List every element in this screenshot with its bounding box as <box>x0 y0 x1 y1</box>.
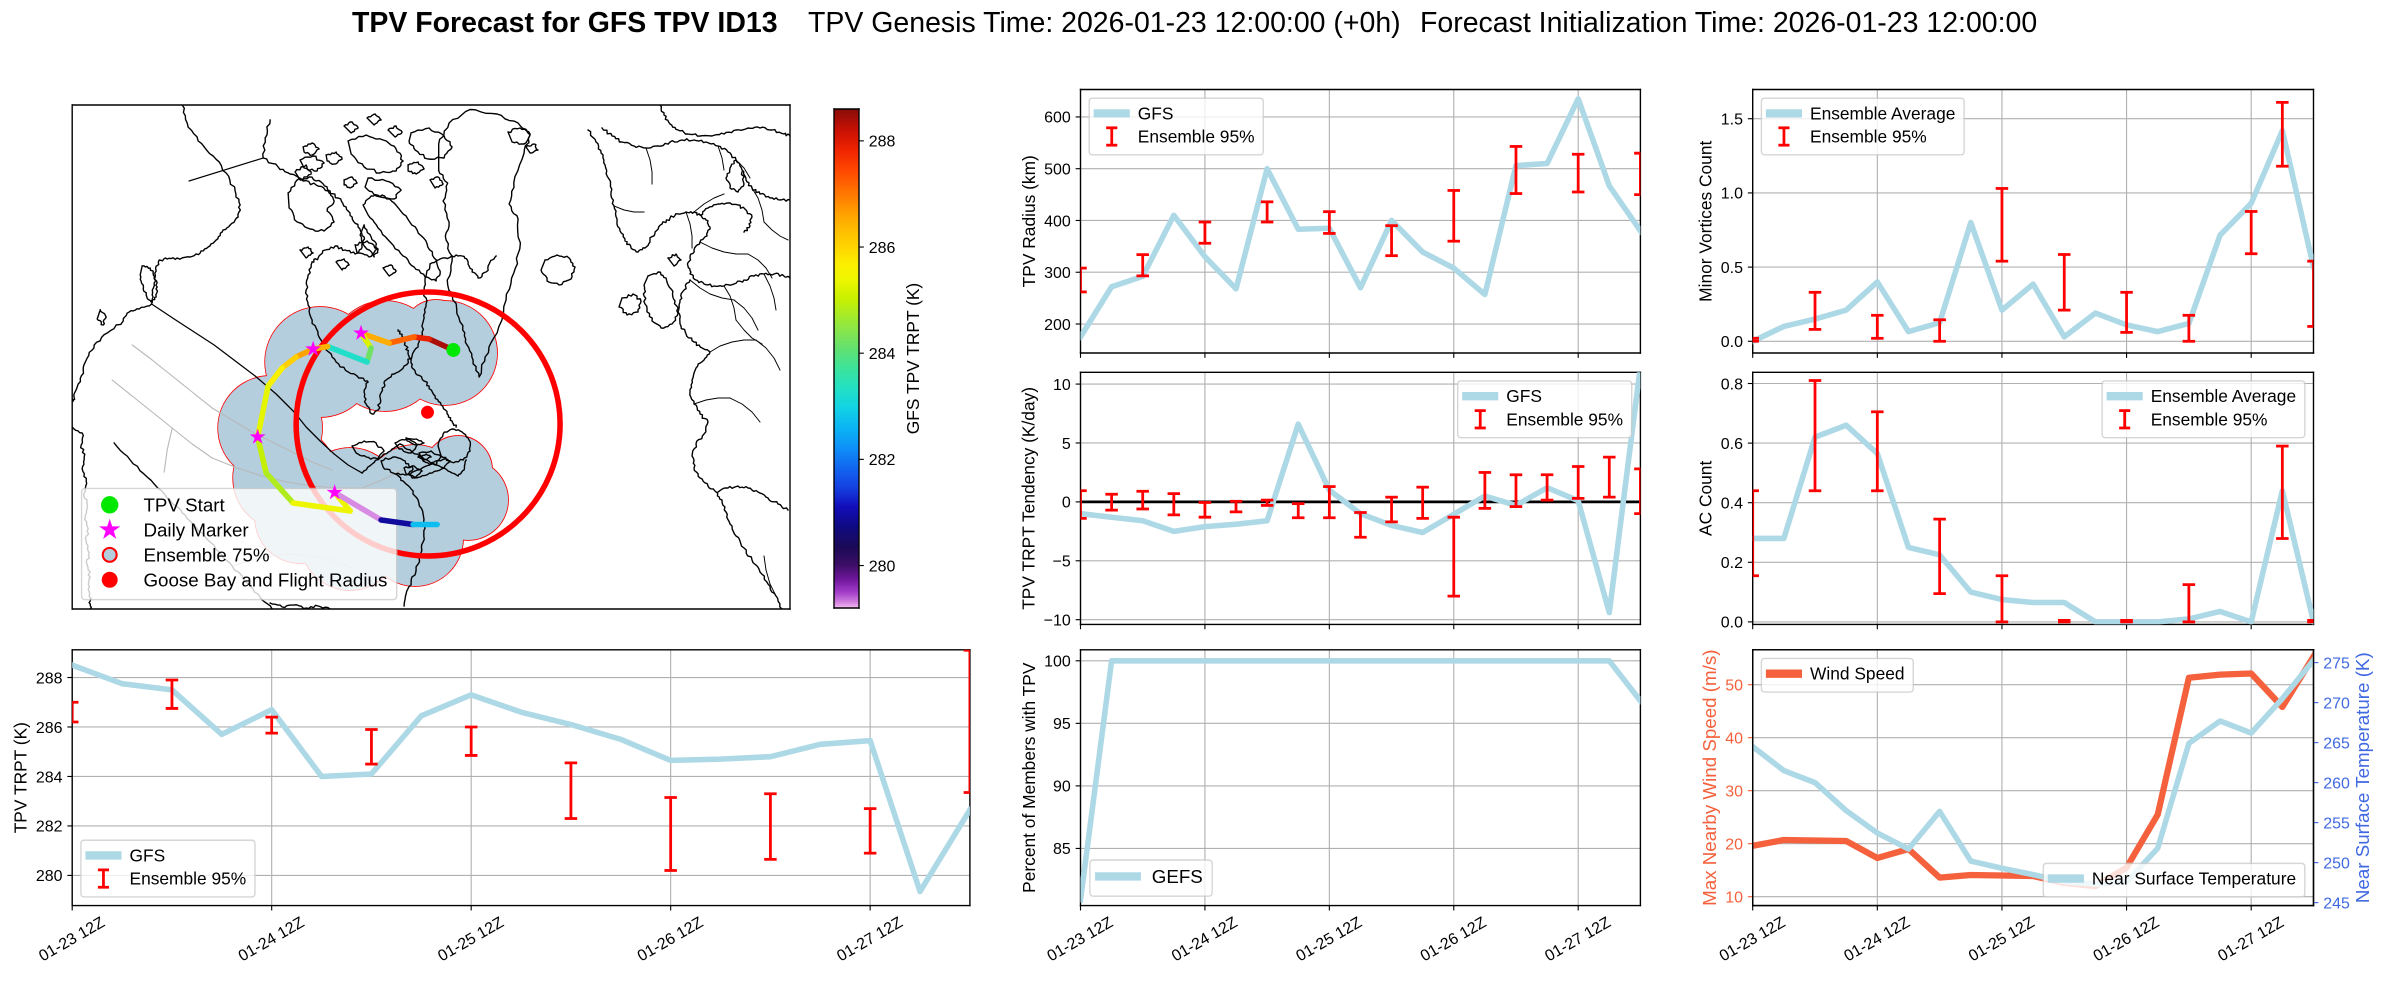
svg-text:Near Surface Temperature (K): Near Surface Temperature (K) <box>2352 652 2373 903</box>
svg-text:282: 282 <box>36 819 63 836</box>
svg-text:Ensemble Average: Ensemble Average <box>1810 103 1955 123</box>
svg-text:1.0: 1.0 <box>1721 186 1743 203</box>
svg-text:200: 200 <box>1044 317 1071 334</box>
svg-text:85: 85 <box>1053 841 1071 858</box>
svg-text:0.8: 0.8 <box>1721 376 1743 393</box>
svg-text:Ensemble 95%: Ensemble 95% <box>1810 127 1927 147</box>
svg-text:0: 0 <box>1062 495 1071 512</box>
svg-text:TPV Genesis Time: 2026-01-23 1: TPV Genesis Time: 2026-01-23 12:00:00 (+… <box>808 7 1401 39</box>
svg-text:TPV TRPT (K): TPV TRPT (K) <box>11 722 31 833</box>
svg-text:50: 50 <box>1725 677 1743 694</box>
svg-text:10: 10 <box>1725 889 1743 906</box>
svg-text:TPV Start: TPV Start <box>143 494 225 515</box>
svg-text:Percent of Members with TPV: Percent of Members with TPV <box>1019 662 1039 893</box>
svg-text:Max Nearby Wind Speed (m/s): Max Nearby Wind Speed (m/s) <box>1699 650 1720 906</box>
svg-text:280: 280 <box>36 868 63 885</box>
svg-text:GFS TPV TRPT (K): GFS TPV TRPT (K) <box>903 283 923 434</box>
svg-text:Near Surface Temperature: Near Surface Temperature <box>2092 869 2296 889</box>
svg-text:0.0: 0.0 <box>1721 334 1743 351</box>
svg-text:GEFS: GEFS <box>1152 866 1203 887</box>
svg-text:286: 286 <box>869 240 896 257</box>
svg-text:255: 255 <box>2323 815 2350 832</box>
svg-text:280: 280 <box>869 558 896 575</box>
svg-text:288: 288 <box>869 134 896 151</box>
svg-text:90: 90 <box>1053 779 1071 796</box>
svg-text:Daily Marker: Daily Marker <box>143 519 248 540</box>
svg-text:275: 275 <box>2323 655 2350 672</box>
svg-text:AC Count: AC Count <box>1696 461 1716 536</box>
svg-text:600: 600 <box>1044 110 1071 127</box>
svg-text:GFS: GFS <box>1506 386 1542 406</box>
svg-text:260: 260 <box>2323 775 2350 792</box>
svg-text:0.2: 0.2 <box>1721 555 1743 572</box>
svg-text:Ensemble 95%: Ensemble 95% <box>129 869 246 889</box>
svg-text:282: 282 <box>869 452 896 469</box>
svg-text:0.0: 0.0 <box>1721 615 1743 632</box>
svg-text:Ensemble 95%: Ensemble 95% <box>1506 409 1623 429</box>
svg-text:30: 30 <box>1725 783 1743 800</box>
svg-text:−5: −5 <box>1053 554 1071 571</box>
svg-text:GFS: GFS <box>1138 103 1174 123</box>
svg-text:Ensemble 95%: Ensemble 95% <box>1138 127 1255 147</box>
svg-text:−10: −10 <box>1044 612 1071 629</box>
svg-text:288: 288 <box>36 670 63 687</box>
svg-text:250: 250 <box>2323 855 2350 872</box>
svg-text:95: 95 <box>1053 716 1071 733</box>
svg-text:286: 286 <box>36 720 63 737</box>
svg-text:40: 40 <box>1725 730 1743 747</box>
svg-text:20: 20 <box>1725 836 1743 853</box>
svg-text:0.6: 0.6 <box>1721 436 1743 453</box>
svg-text:10: 10 <box>1053 377 1071 394</box>
svg-text:5: 5 <box>1062 436 1071 453</box>
svg-text:TPV Forecast for GFS TPV ID13: TPV Forecast for GFS TPV ID13 <box>352 7 778 39</box>
svg-text:284: 284 <box>36 769 63 786</box>
svg-text:0.5: 0.5 <box>1721 260 1743 277</box>
svg-text:500: 500 <box>1044 161 1071 178</box>
svg-text:Forecast Initialization Time:: Forecast Initialization Time: 2026-01-23… <box>1420 7 2037 39</box>
svg-text:GFS: GFS <box>129 846 165 866</box>
svg-text:Ensemble Average: Ensemble Average <box>2151 386 2296 406</box>
svg-text:270: 270 <box>2323 695 2350 712</box>
svg-text:400: 400 <box>1044 213 1071 230</box>
svg-text:Minor Vortices Count: Minor Vortices Count <box>1696 141 1716 302</box>
svg-text:TPV Radius (km): TPV Radius (km) <box>1019 155 1039 287</box>
svg-text:265: 265 <box>2323 735 2350 752</box>
svg-text:Goose Bay and Flight Radius: Goose Bay and Flight Radius <box>143 569 387 590</box>
svg-text:284: 284 <box>869 346 896 363</box>
svg-text:Ensemble 75%: Ensemble 75% <box>143 544 269 565</box>
svg-text:245: 245 <box>2323 895 2350 912</box>
svg-text:100: 100 <box>1044 654 1071 671</box>
svg-text:300: 300 <box>1044 265 1071 282</box>
svg-text:0.4: 0.4 <box>1721 495 1743 512</box>
svg-text:Wind Speed: Wind Speed <box>1810 664 1905 684</box>
svg-text:Ensemble 95%: Ensemble 95% <box>2151 409 2268 429</box>
svg-text:TPV TRPT Tendency (K/day): TPV TRPT Tendency (K/day) <box>1019 387 1039 610</box>
svg-text:1.5: 1.5 <box>1721 112 1743 129</box>
